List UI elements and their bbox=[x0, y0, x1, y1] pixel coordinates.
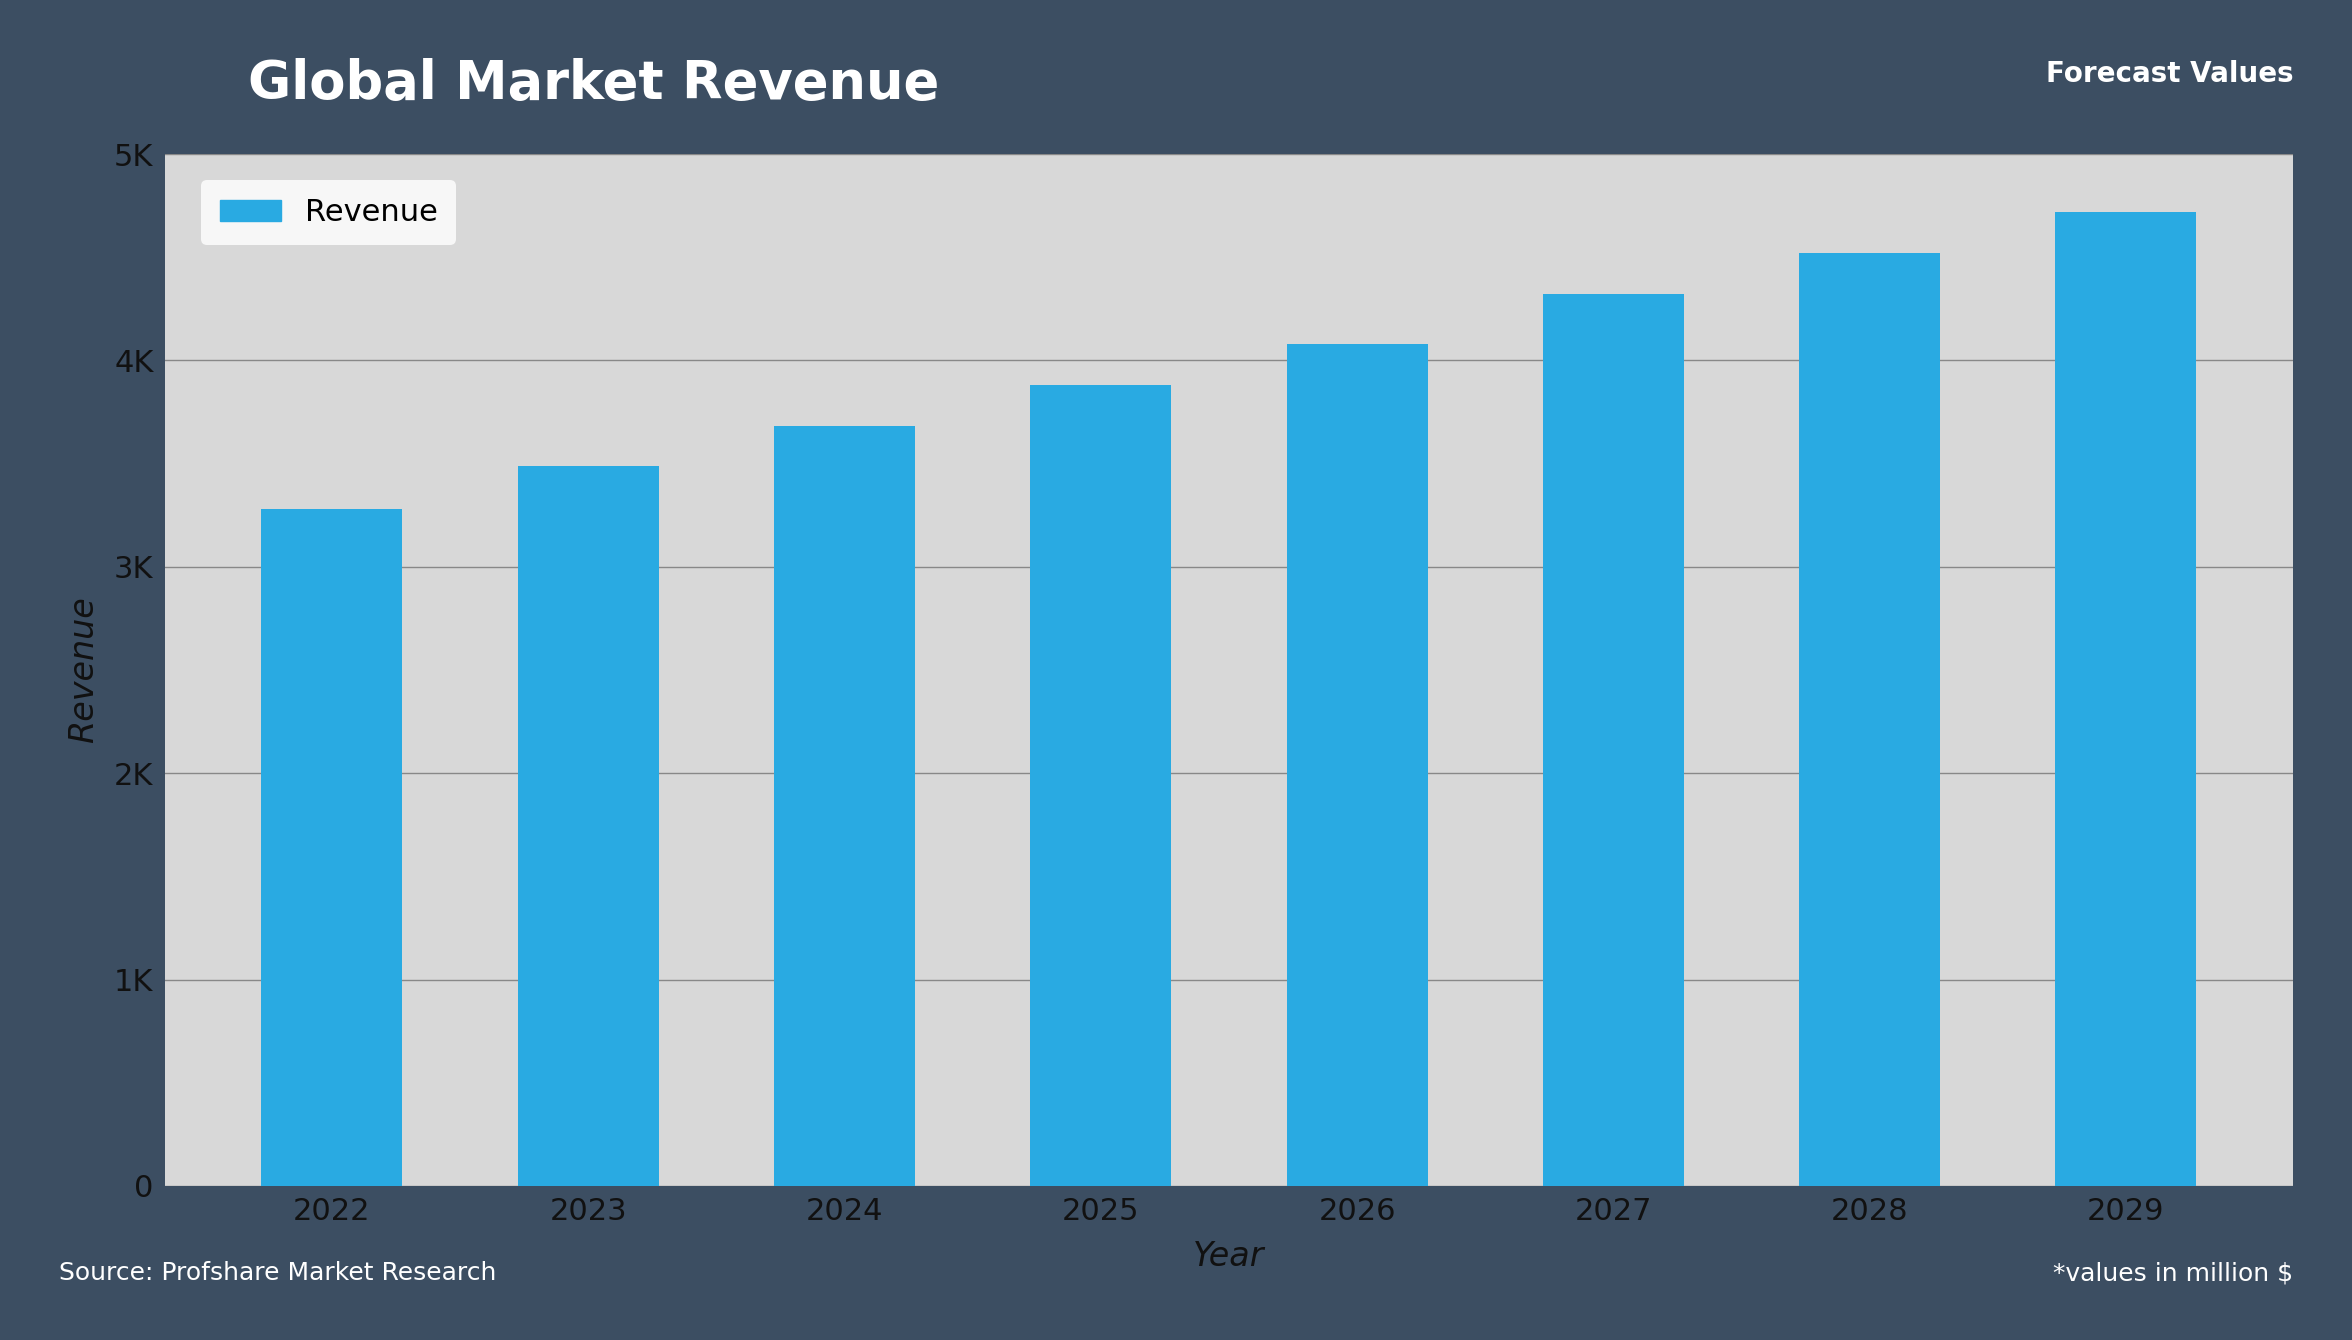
Bar bbox=[517, 466, 659, 1186]
Bar bbox=[2056, 212, 2197, 1186]
Text: Forecast Values: Forecast Values bbox=[2046, 60, 2293, 87]
Bar bbox=[1030, 385, 1171, 1186]
Text: *values in million $: *values in million $ bbox=[2053, 1261, 2293, 1285]
Bar bbox=[261, 509, 402, 1186]
Text: Source: Profshare Market Research: Source: Profshare Market Research bbox=[59, 1261, 496, 1285]
Bar bbox=[1799, 253, 1940, 1186]
Bar bbox=[1543, 295, 1684, 1186]
Y-axis label: Revenue: Revenue bbox=[68, 596, 101, 744]
Text: Global Market Revenue: Global Market Revenue bbox=[249, 58, 938, 110]
Bar bbox=[1287, 344, 1428, 1186]
Legend: Revenue: Revenue bbox=[202, 180, 456, 245]
Bar bbox=[774, 426, 915, 1186]
X-axis label: Year: Year bbox=[1192, 1240, 1265, 1273]
